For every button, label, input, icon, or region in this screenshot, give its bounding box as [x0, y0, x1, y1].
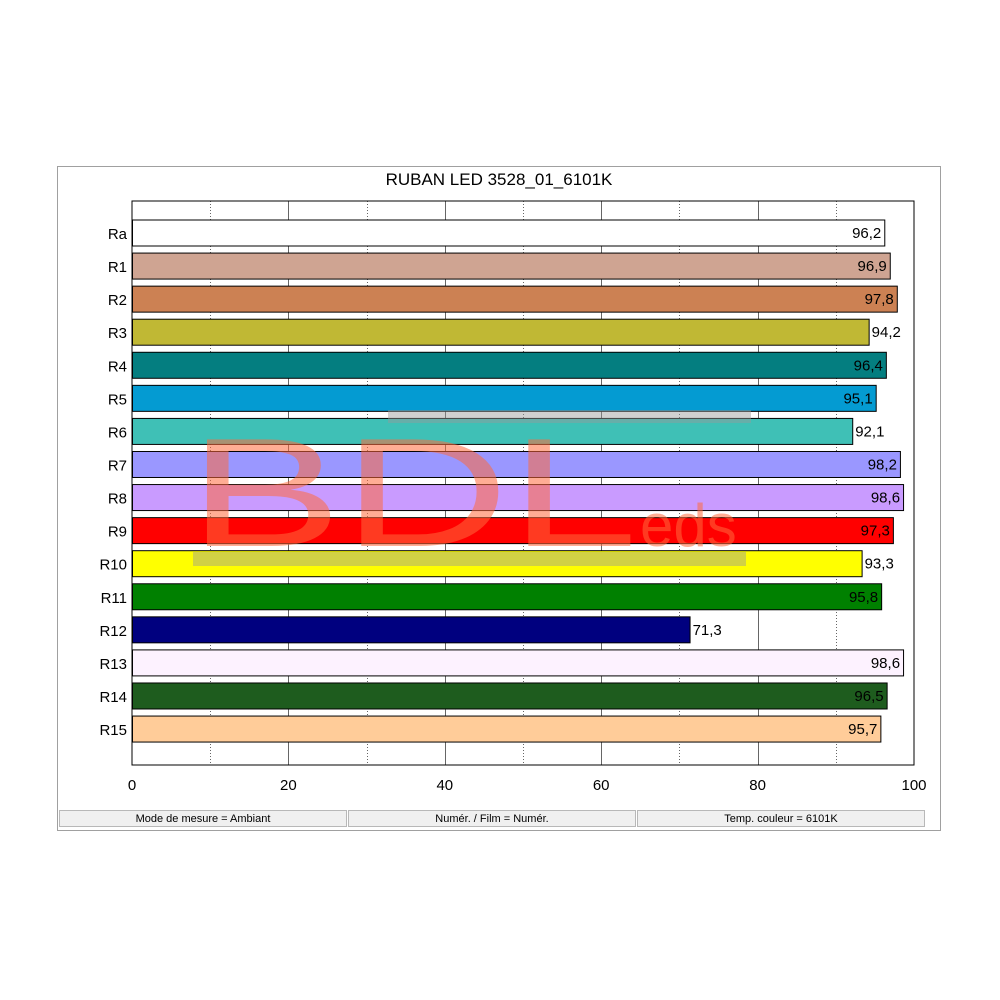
- category-label-r6: R6: [108, 424, 127, 441]
- x-tick-label: 100: [901, 777, 926, 794]
- category-label-r14: R14: [99, 689, 127, 706]
- bar-value-label-r1: 96,9: [858, 258, 887, 275]
- status-bar: Mode de mesure = Ambiant Numér. / Film =…: [59, 810, 925, 829]
- x-tick-label: 60: [593, 777, 610, 794]
- bar-r8: [132, 484, 905, 512]
- bars: 96,2 96,9 97,8 94,2 96,4 95,1 92,1 98,2 98,6 97,3…: [132, 219, 905, 743]
- bar-r4: [132, 351, 887, 379]
- category-label-r12: R12: [99, 623, 127, 640]
- bar-r5: [132, 384, 877, 412]
- category-label-r9: R9: [108, 524, 127, 541]
- bar-r10: [132, 550, 863, 578]
- grid: [210, 201, 837, 765]
- bar-r14: [132, 682, 888, 710]
- category-label-r4: R4: [108, 358, 127, 375]
- category-label-r11: R11: [101, 590, 127, 607]
- bar-value-label-r7: 98,2: [868, 456, 897, 473]
- plot-area: [131, 200, 915, 766]
- bar-value-label-r14: 96,5: [854, 688, 883, 705]
- bar-r7: [132, 450, 901, 478]
- bar-ra: [132, 219, 886, 247]
- bar-r1: [132, 252, 891, 280]
- x-tick-label: 40: [436, 777, 453, 794]
- bar-value-label-r10: 93,3: [865, 556, 894, 573]
- bar-r2: [132, 285, 898, 313]
- category-labels: Ra R1 R2 R3 R4 R5 R6 R7 R8 R9 R10 R11 R12 R13 R14 R15: [99, 226, 127, 739]
- bar-value-label-r8: 98,6: [871, 490, 900, 507]
- category-label-r8: R8: [108, 491, 127, 508]
- bar-value-label-r4: 96,4: [854, 357, 883, 374]
- category-label-r15: R15: [99, 722, 127, 739]
- x-tick-label: 20: [280, 777, 297, 794]
- bar-value-label-r12: 71,3: [693, 622, 722, 639]
- bar-r12: [132, 616, 691, 644]
- bar-value-label-ra: 96,2: [852, 225, 881, 242]
- bar-value-label-r11: 95,8: [849, 589, 878, 606]
- bar-value-label-r6: 92,1: [855, 423, 884, 440]
- category-label-r3: R3: [108, 325, 127, 342]
- bar-value-label-r5: 95,1: [843, 390, 872, 407]
- category-label-ra: Ra: [108, 226, 128, 243]
- status-film: Numér. / Film = Numér.: [348, 810, 636, 827]
- category-label-r1: R1: [108, 259, 127, 276]
- category-label-r10: R10: [99, 557, 127, 574]
- bar-r6: [132, 417, 854, 445]
- x-tick-label: 80: [749, 777, 766, 794]
- chart-title: RUBAN LED 3528_01_6101K: [385, 170, 613, 189]
- bar-r9: [132, 517, 894, 545]
- x-tick-label: 0: [128, 777, 136, 794]
- x-axis-tick-labels: 0 20 40 60 80 100: [128, 777, 927, 794]
- bar-r13: [132, 649, 905, 677]
- bar-value-label-r2: 97,8: [865, 291, 894, 308]
- bar-r11: [132, 583, 883, 611]
- category-label-r5: R5: [108, 391, 127, 408]
- bar-value-label-r13: 98,6: [871, 655, 900, 672]
- category-label-r13: R13: [99, 656, 127, 673]
- bar-r3: [132, 318, 870, 346]
- category-label-r7: R7: [108, 457, 127, 474]
- bar-r15: [132, 715, 882, 743]
- bar-value-label-r3: 94,2: [872, 324, 901, 341]
- bar-value-label-r9: 97,3: [861, 523, 890, 540]
- status-measure-mode: Mode de mesure = Ambiant: [59, 810, 347, 827]
- status-color-temp: Temp. couleur = 6101K: [637, 810, 925, 827]
- bar-value-label-r15: 95,7: [848, 721, 877, 738]
- category-label-r2: R2: [108, 292, 127, 309]
